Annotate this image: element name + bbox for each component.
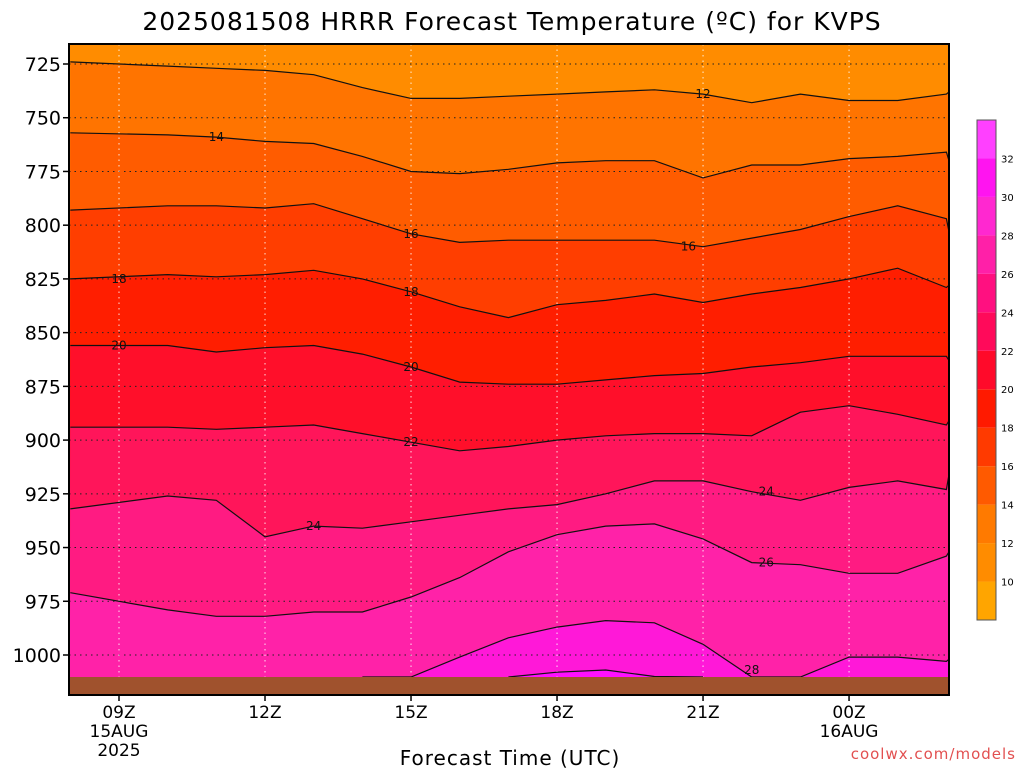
x-tick-date-15AUG: 15AUG (90, 722, 149, 742)
colorbar-tick-14: 14 (1001, 501, 1014, 512)
colorbar-tick-20: 20 (1001, 385, 1014, 396)
colorbar-tick-16: 16 (1001, 462, 1014, 473)
colorbar-segment-10 (977, 543, 996, 582)
colorbar-tick-12: 12 (1001, 539, 1014, 550)
isotherm-label-22-0: 22 (403, 435, 418, 449)
isotherm-20 (70, 344, 950, 385)
x-tick-15Z: 15Z (394, 703, 427, 723)
y-tick-1000: 1000 (13, 645, 61, 667)
colorbar-segment-8 (977, 581, 996, 620)
colorbar-segment-24 (977, 273, 996, 313)
x-axis-label: Forecast Time (UTC) (400, 746, 621, 768)
y-tick-850: 850 (25, 323, 61, 345)
isotherm-label-16-1: 16 (681, 240, 696, 254)
colorbar-segment-30 (977, 158, 996, 197)
chart-title: 2025081508 HRRR Forecast Temperature (ºC… (142, 7, 881, 36)
colorbar-tick-28: 28 (1001, 231, 1014, 242)
x-tick-21Z: 21Z (686, 703, 719, 723)
source-credit: coolwx.com/models (851, 745, 1016, 763)
colorbar-segment-26 (977, 235, 996, 274)
isotherm-label-20-1: 20 (403, 360, 418, 374)
isotherm-label-12-0: 12 (695, 87, 710, 101)
isotherm-14 (70, 132, 950, 179)
colorbar-segment-22 (977, 312, 996, 351)
isotherm-26 (70, 523, 950, 617)
isotherm-label-26-0: 26 (759, 556, 774, 570)
colorbar-segment-12 (977, 504, 996, 544)
colorbar-segment-16 (977, 427, 996, 467)
y-tick-925: 925 (25, 484, 61, 506)
isotherm-18 (70, 267, 950, 319)
grid-lines (69, 44, 949, 695)
y-tick-950: 950 (25, 538, 61, 560)
colorbar-tick-30: 30 (1001, 193, 1014, 204)
isotherm-label-18-1: 18 (403, 285, 418, 299)
band-26 (69, 523, 949, 695)
x-tick-00Z: 00Z (832, 703, 865, 723)
y-tick-975: 975 (25, 591, 61, 613)
isotherm-16 (70, 203, 950, 248)
isotherm-label-14-0: 14 (209, 130, 224, 144)
isotherm-12 (70, 61, 950, 104)
temperature-bands (69, 44, 949, 696)
isotherm-24 (70, 470, 950, 538)
y-tick-775: 775 (25, 161, 61, 183)
x-tick-12Z: 12Z (248, 703, 281, 723)
y-tick-875: 875 (25, 376, 61, 398)
isotherm-label-28-0: 28 (744, 663, 759, 677)
isotherm-label-20-0: 20 (111, 339, 126, 353)
y-tick-725: 725 (25, 54, 61, 76)
colorbar-tick-10: 10 (1001, 578, 1014, 589)
colorbar-segment-20 (977, 350, 996, 390)
y-tick-825: 825 (25, 269, 61, 291)
isotherm-lines: 12 14 16 16 18 18 20 20 22 24 24 26 28 (70, 61, 950, 678)
colorbar-segment-32 (977, 120, 996, 159)
y-tick-800: 800 (25, 215, 61, 237)
colorbar-segment-18 (977, 389, 996, 428)
isotherm-label-16-0: 16 (403, 227, 418, 241)
y-tick-750: 750 (25, 108, 61, 130)
x-tick-18Z: 18Z (540, 703, 573, 723)
colorbar-segment-14 (977, 466, 996, 505)
plot-frame (68, 43, 950, 696)
isotherm-30 (508, 669, 704, 678)
x-tick-09Z: 09Z (102, 703, 135, 723)
isotherm-28 (362, 619, 950, 678)
isotherm-label-24-0: 24 (306, 519, 321, 533)
colorbar-segment-28 (977, 196, 996, 236)
x-tick-date-16AUG: 16AUG (820, 722, 879, 742)
isotherm-label-24-1: 24 (759, 485, 774, 499)
colorbar-frame (976, 119, 997, 621)
isotherm-label-18-0: 18 (111, 272, 126, 286)
band-28 (69, 620, 949, 695)
colorbar-tick-18: 18 (1001, 424, 1014, 435)
x-tick-year: 2025 (97, 741, 140, 761)
colorbar-tick-22: 22 (1001, 347, 1014, 358)
colorbar: 10 12 14 16 18 20 22 24 26 28 30 32 (976, 119, 1014, 621)
colorbar-tick-26: 26 (1001, 270, 1014, 281)
colorbar-tick-32: 32 (1001, 154, 1014, 165)
isotherm-22 (70, 405, 950, 452)
y-tick-900: 900 (25, 430, 61, 452)
ground-surface (69, 677, 949, 695)
y-axis: 725 750 775 800 825 850 875 900 925 950 975 1000 (13, 54, 69, 667)
colorbar-tick-24: 24 (1001, 308, 1014, 319)
